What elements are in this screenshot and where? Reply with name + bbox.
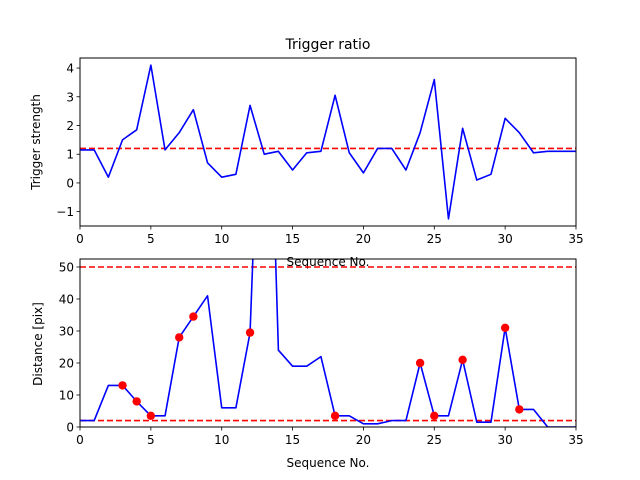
plot-marks [80, 64, 576, 220]
x-tick-label: 15 [285, 433, 300, 447]
y-tick-label: −1 [56, 205, 74, 219]
chart-title: Trigger ratio [284, 37, 370, 53]
plot-frame [79, 57, 577, 227]
plot-marks [80, 259, 576, 427]
data-point-marker [500, 323, 510, 332]
x-tick-label: 10 [214, 232, 229, 246]
y-tick-label: 40 [59, 293, 74, 307]
x-axis-label: Sequence No. [287, 456, 370, 470]
x-tick-label: 15 [285, 232, 300, 246]
x-tick-label: 35 [568, 232, 583, 246]
data-point-marker [430, 411, 439, 420]
x-tick-label: 5 [147, 433, 155, 447]
y-tick-label: 10 [59, 389, 74, 403]
plot-frame [79, 258, 577, 428]
y-tick-label: 3 [66, 90, 74, 104]
y-axis-label: Distance [pix] [31, 302, 45, 386]
x-tick-label: 10 [214, 433, 229, 447]
data-point-marker [146, 411, 156, 420]
y-tick-label: 30 [59, 325, 74, 339]
data-point-marker [515, 405, 524, 414]
x-tick-label: 35 [568, 433, 583, 447]
y-tick-label: 20 [59, 357, 74, 371]
data-point-marker [458, 355, 467, 364]
series-line [80, 64, 576, 220]
x-tick-label: 0 [76, 232, 84, 246]
x-tick-label: 20 [356, 232, 371, 246]
axis-ticks: 0 5 10 15 20 25 30 35 0 10 20 30 40 50 [59, 261, 584, 448]
y-tick-label: 2 [66, 119, 74, 133]
x-tick-label: 5 [147, 232, 155, 246]
x-tick-label: 0 [76, 433, 84, 447]
data-point-marker [330, 411, 340, 420]
data-point-marker [245, 328, 255, 337]
series-line [80, 259, 576, 427]
x-tick-label: 30 [498, 433, 513, 447]
x-tick-label: 30 [498, 232, 513, 246]
y-tick-label: 4 [66, 62, 74, 76]
data-point-marker [189, 312, 198, 321]
data-point-marker [118, 381, 127, 390]
x-tick-label: 25 [427, 433, 442, 447]
x-tick-label: 25 [427, 232, 442, 246]
x-tick-label: 20 [356, 433, 371, 447]
data-point-marker [132, 397, 141, 406]
y-tick-label: 0 [66, 176, 74, 190]
y-tick-label: 50 [59, 261, 74, 275]
data-point-marker [175, 333, 184, 342]
y-axis-label: Trigger strength [29, 94, 43, 191]
y-tick-label: 1 [66, 148, 74, 162]
distance-chart: Distance [pix] Sequence No. 0 5 10 15 20 25 30… [31, 258, 584, 470]
y-tick-label: 0 [66, 421, 74, 435]
data-point-marker [415, 358, 425, 368]
trigger-ratio-chart: Trigger ratio Trigger strength Sequence … [29, 37, 584, 269]
